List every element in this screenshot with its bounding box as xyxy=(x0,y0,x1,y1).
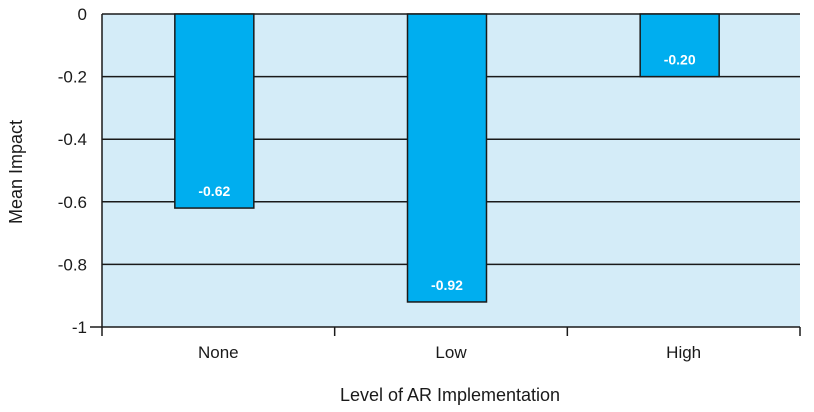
axes xyxy=(90,14,801,336)
y-tick-labels: 0 -0.2 -0.4 -0.6 -0.8 -1 xyxy=(58,5,87,337)
y-tick-label: -0.8 xyxy=(58,255,87,274)
bars: -0.62 -0.92 -0.20 xyxy=(174,13,720,303)
y-tick-label: -0.4 xyxy=(58,130,87,149)
bar xyxy=(406,13,488,303)
y-tick-label: -1 xyxy=(72,318,87,337)
y-axis-title: Mean Impact xyxy=(6,120,26,224)
x-tick-label: High xyxy=(666,343,701,362)
data-label: -0.62 xyxy=(198,183,230,199)
data-label: -0.92 xyxy=(431,277,463,293)
bar xyxy=(639,13,720,78)
bar xyxy=(174,13,255,209)
y-tick-label: 0 xyxy=(78,5,87,24)
x-tick-label: Low xyxy=(435,343,467,362)
data-label: -0.20 xyxy=(664,52,696,68)
y-tick-label: -0.2 xyxy=(58,68,87,87)
x-tick-label: None xyxy=(198,343,239,362)
y-tick-label: -0.6 xyxy=(58,193,87,212)
x-tick-labels: None Low High xyxy=(198,343,701,362)
x-axis-title: Level of AR Implementation xyxy=(340,385,560,405)
